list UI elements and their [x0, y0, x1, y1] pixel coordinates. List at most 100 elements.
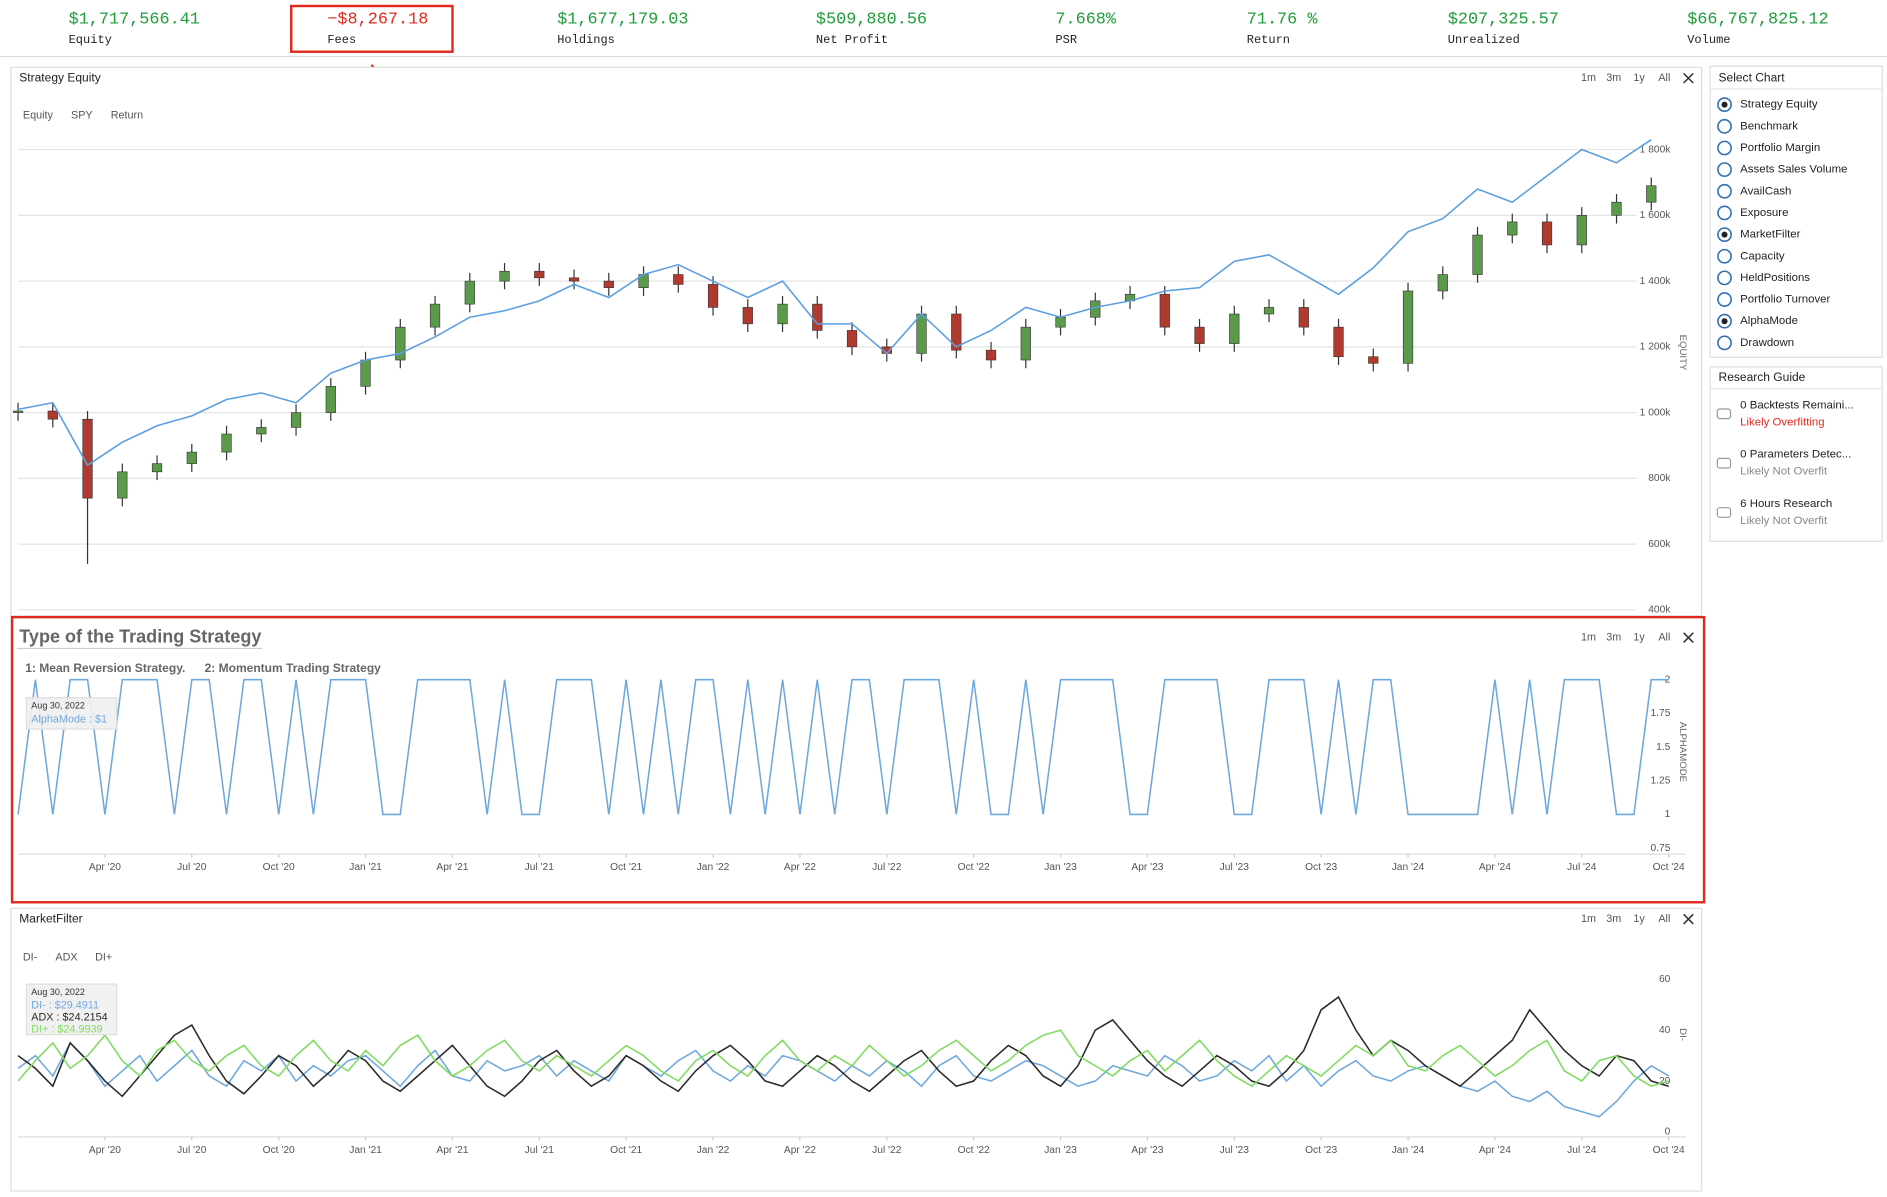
highlight-box	[290, 4, 454, 53]
range-button[interactable]: 3m	[1606, 631, 1621, 643]
x-tick-label: Oct '22	[958, 1145, 990, 1156]
x-tick-label: Apr '20	[89, 1145, 121, 1156]
x-tick-label: Jul '22	[872, 1145, 902, 1156]
tooltip-date: Aug 30, 2022	[31, 701, 85, 711]
guide-title: 0 Backtests Remaini...	[1740, 399, 1854, 411]
sidebar-panel	[1709, 65, 1883, 358]
range-button[interactable]: All	[1658, 913, 1670, 925]
candle-body	[1159, 293, 1170, 328]
radio[interactable]	[1717, 140, 1732, 156]
candle-body	[221, 433, 232, 453]
radio-label[interactable]: AvailCash	[1740, 185, 1791, 197]
chart-title: Strategy Equity	[19, 70, 100, 84]
stat-label: PSR	[1055, 33, 1077, 47]
stat-label: Return	[1247, 33, 1290, 47]
range-button[interactable]: 3m	[1606, 913, 1621, 925]
tooltip-line: AlphaMode : $1	[31, 713, 107, 725]
y-tick-label: 1 400k	[1640, 276, 1672, 287]
stat-value: $1,717,566.41	[69, 11, 200, 30]
range-button[interactable]: 1y	[1633, 631, 1645, 643]
tooltip	[25, 697, 118, 730]
close-button[interactable]	[1683, 72, 1694, 84]
y-tick-label: 600k	[1648, 539, 1671, 550]
x-tick-label: Apr '21	[436, 862, 468, 873]
radio-dot[interactable]	[1721, 101, 1728, 108]
radio[interactable]	[1717, 118, 1732, 134]
panel	[10, 615, 1706, 904]
x-tick-label: Jul '23	[1220, 862, 1250, 873]
x-tick-label: Oct '23	[1305, 862, 1337, 873]
legend-item[interactable]: DI-	[23, 951, 38, 963]
y-tick-label: 800k	[1648, 473, 1671, 484]
close-button[interactable]	[1683, 913, 1694, 925]
tooltip-line: ADX : $24.2154	[31, 1012, 107, 1024]
candle-body	[1472, 234, 1483, 275]
y-tick-label: 40	[1659, 1025, 1671, 1036]
radio-dot[interactable]	[1721, 231, 1728, 238]
x-tick-label: Jul '24	[1567, 1145, 1597, 1156]
candle-body	[777, 303, 788, 325]
x-tick-label: Jan '22	[697, 1145, 730, 1156]
radio-label[interactable]: Exposure	[1740, 207, 1788, 219]
guide-title: 6 Hours Research	[1740, 498, 1832, 510]
x-tick-label: Oct '23	[1305, 1145, 1337, 1156]
radio[interactable]	[1717, 292, 1732, 307]
radio-label[interactable]: AlphaMode	[1740, 315, 1798, 327]
radio-label[interactable]: MarketFilter	[1740, 229, 1800, 241]
range-button[interactable]: 1y	[1633, 913, 1645, 925]
legend-item[interactable]: Return	[111, 109, 143, 121]
y-axis-label: EQUITY	[1677, 335, 1688, 371]
candle-body	[464, 280, 475, 305]
series-line	[17, 678, 1669, 816]
subtitle: 2: Momentum Trading Strategy	[205, 661, 382, 675]
legend-item[interactable]: ADX	[55, 951, 77, 963]
range-button[interactable]: 3m	[1606, 72, 1621, 84]
radio-label[interactable]: Capacity	[1740, 250, 1785, 262]
candle-body	[568, 277, 580, 282]
candle-body	[1507, 221, 1518, 236]
radio[interactable]	[1717, 270, 1732, 286]
radio-label[interactable]: HeldPositions	[1740, 272, 1810, 284]
range-button[interactable]: 1m	[1581, 72, 1596, 84]
radio-label[interactable]: Benchmark	[1740, 120, 1798, 132]
radio-label[interactable]: Drawdown	[1740, 337, 1794, 349]
x-tick-label: Jan '22	[697, 862, 730, 873]
radio-label[interactable]: Assets Sales Volume	[1740, 164, 1847, 176]
stat-value: −$8,267.18	[327, 11, 428, 30]
range-button[interactable]: 1y	[1633, 72, 1645, 84]
radio[interactable]	[1717, 183, 1732, 199]
candle-body	[534, 270, 545, 279]
radio-label[interactable]: Strategy Equity	[1740, 99, 1818, 111]
x-tick-label: Jan '21	[349, 862, 382, 873]
legend-item[interactable]: SPY	[71, 109, 93, 121]
radio[interactable]	[1717, 335, 1732, 351]
range-button[interactable]: 1m	[1581, 913, 1596, 925]
legend-item[interactable]: Equity	[23, 109, 54, 121]
x-tick-label: Apr '22	[784, 1145, 816, 1156]
candle-body	[1437, 274, 1448, 292]
radio[interactable]	[1717, 205, 1732, 221]
x-tick-label: Jul '21	[525, 862, 555, 873]
stat-label: Unrealized	[1448, 33, 1520, 47]
chart-title: Type of the Trading Strategy	[19, 626, 261, 646]
radio[interactable]	[1717, 248, 1732, 264]
radio-label[interactable]: Portfolio Margin	[1740, 142, 1820, 154]
candle-body	[1263, 307, 1275, 315]
legend-item[interactable]: DI+	[95, 951, 112, 963]
range-button[interactable]: 1m	[1581, 631, 1596, 643]
y-tick-label: 1 600k	[1640, 210, 1672, 221]
radio[interactable]	[1717, 162, 1732, 178]
y-tick-label: 1	[1665, 809, 1671, 820]
radio-label[interactable]: Portfolio Turnover	[1740, 294, 1830, 306]
radio-dot[interactable]	[1721, 318, 1728, 325]
x-tick-label: Oct '22	[958, 862, 990, 873]
y-tick-label: 1.5	[1656, 742, 1671, 753]
y-tick-label: 0.75	[1650, 843, 1670, 854]
range-button[interactable]: All	[1658, 72, 1670, 84]
x-tick-label: Jul '22	[872, 862, 902, 873]
x-tick-label: Jul '24	[1567, 862, 1597, 873]
candle-body	[186, 451, 197, 464]
close-button[interactable]	[1683, 632, 1694, 643]
series-line	[17, 139, 1652, 467]
range-button[interactable]: All	[1658, 631, 1670, 643]
